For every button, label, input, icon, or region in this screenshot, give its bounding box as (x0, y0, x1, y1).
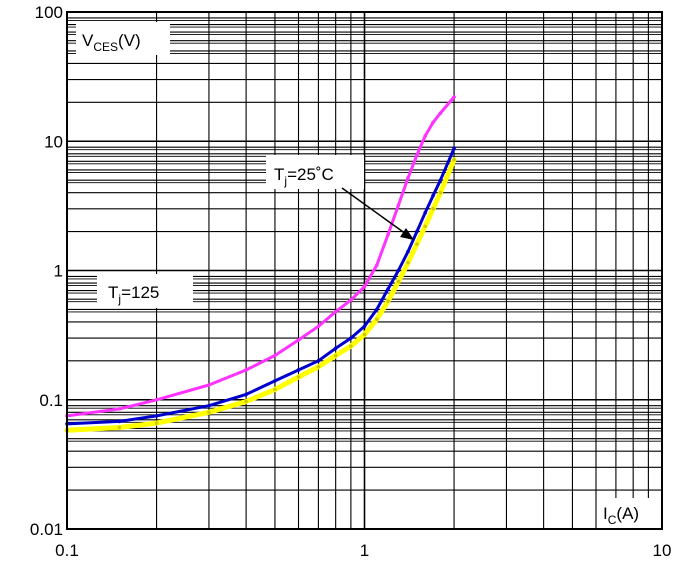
x-axis-label-box (600, 498, 658, 528)
y-tick-label: 0.01 (30, 520, 63, 539)
y-tick-label: 10 (44, 132, 63, 151)
series-point-2 (154, 421, 159, 425)
series-line-0 (65, 95, 456, 418)
series-point-0 (423, 134, 428, 138)
series-point-2 (396, 279, 401, 284)
series-point-2 (431, 207, 435, 211)
series-point-0 (273, 353, 277, 358)
series-point-0 (154, 397, 159, 402)
series-point-2 (244, 399, 248, 404)
series-point-2 (316, 364, 321, 369)
tj125-label-box (97, 274, 193, 308)
tj25-arrow-head (400, 228, 414, 240)
tj25-label: Tj=25˚C (274, 165, 334, 188)
series-line-2 (64, 157, 457, 433)
series-point-2 (207, 410, 211, 415)
series-point-2 (296, 375, 301, 379)
series-point-2 (452, 157, 456, 162)
series-point-2 (362, 332, 367, 337)
tj25-arrow-line (341, 187, 407, 235)
series-point-2 (438, 190, 443, 195)
series-point-0 (117, 407, 122, 411)
series-point-2 (423, 224, 428, 229)
data-series (64, 95, 457, 433)
series-point-0 (438, 111, 443, 115)
x-tick-label: 1 (360, 541, 369, 560)
series-point-0 (333, 309, 338, 314)
y-axis-label: VCES(V) (82, 31, 141, 54)
series-point-2 (406, 260, 410, 265)
series-point-2 (349, 344, 353, 348)
x-tick-labels: 0.1 1 10 (55, 541, 671, 560)
series-point-0 (296, 338, 301, 342)
series-point-0 (386, 232, 390, 237)
series-line-1 (65, 146, 456, 426)
series-point-2 (117, 425, 122, 430)
plot-frame (66, 11, 663, 530)
series-point-0 (452, 95, 456, 99)
tj25-label-box (266, 155, 364, 189)
series-point-2 (375, 317, 379, 321)
series-point-2 (333, 353, 338, 358)
series-point-0 (375, 263, 379, 267)
series-point-2 (415, 242, 419, 246)
grid-lines (66, 12, 662, 530)
y-tick-label: 100 (35, 3, 63, 22)
series-point-0 (362, 284, 367, 289)
series-point-0 (396, 203, 401, 208)
series-point-2 (273, 387, 277, 392)
y-tick-labels: 100 10 1 0.1 0.01 (30, 3, 63, 539)
series-point-0 (244, 368, 248, 372)
x-tick-label: 0.1 (55, 541, 79, 560)
tj125-label: Tj=125 (108, 283, 159, 306)
series-point-0 (207, 383, 211, 387)
series-point-2 (386, 299, 390, 303)
x-axis-label: IC(A) (603, 504, 639, 527)
y-axis-label-box (76, 22, 170, 55)
y-tick-label: 1 (54, 262, 63, 281)
series-point-0 (431, 120, 435, 125)
series-point-0 (415, 153, 419, 157)
x-tick-label: 10 (653, 541, 672, 560)
series-point-0 (349, 298, 353, 302)
y-tick-label: 0.1 (39, 391, 63, 410)
series-point-0 (316, 324, 321, 329)
series-point-0 (406, 176, 410, 180)
